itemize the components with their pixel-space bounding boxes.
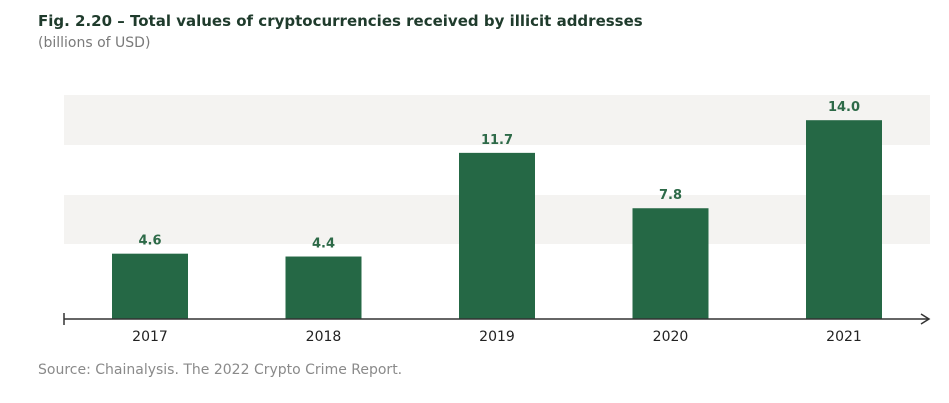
data-label: 4.6	[138, 234, 161, 249]
x-tick-label: 2018	[306, 329, 342, 345]
chart-source: Source: Chainalysis. The 2022 Crypto Cri…	[38, 362, 403, 378]
data-label: 7.8	[659, 188, 682, 203]
bar-2019	[459, 152, 535, 319]
grid-band	[64, 95, 930, 145]
chart-subtitle: (billions of USD)	[38, 35, 151, 51]
bar-2018	[285, 256, 362, 319]
data-label: 14.0	[828, 100, 860, 115]
x-tick-label: 2019	[479, 329, 515, 345]
data-label: 11.7	[481, 133, 513, 148]
x-axis-arrow-icon	[920, 313, 931, 325]
chart-title: Fig. 2.20 – Total values of cryptocurren…	[38, 12, 643, 30]
x-tick-label: 2021	[826, 329, 862, 345]
bar-2017	[112, 253, 188, 319]
x-tick-label: 2017	[132, 329, 168, 345]
bar-2021	[806, 120, 882, 319]
data-label: 4.4	[312, 237, 335, 252]
x-tick-label: 2020	[653, 329, 689, 345]
bar-2020	[632, 208, 709, 319]
